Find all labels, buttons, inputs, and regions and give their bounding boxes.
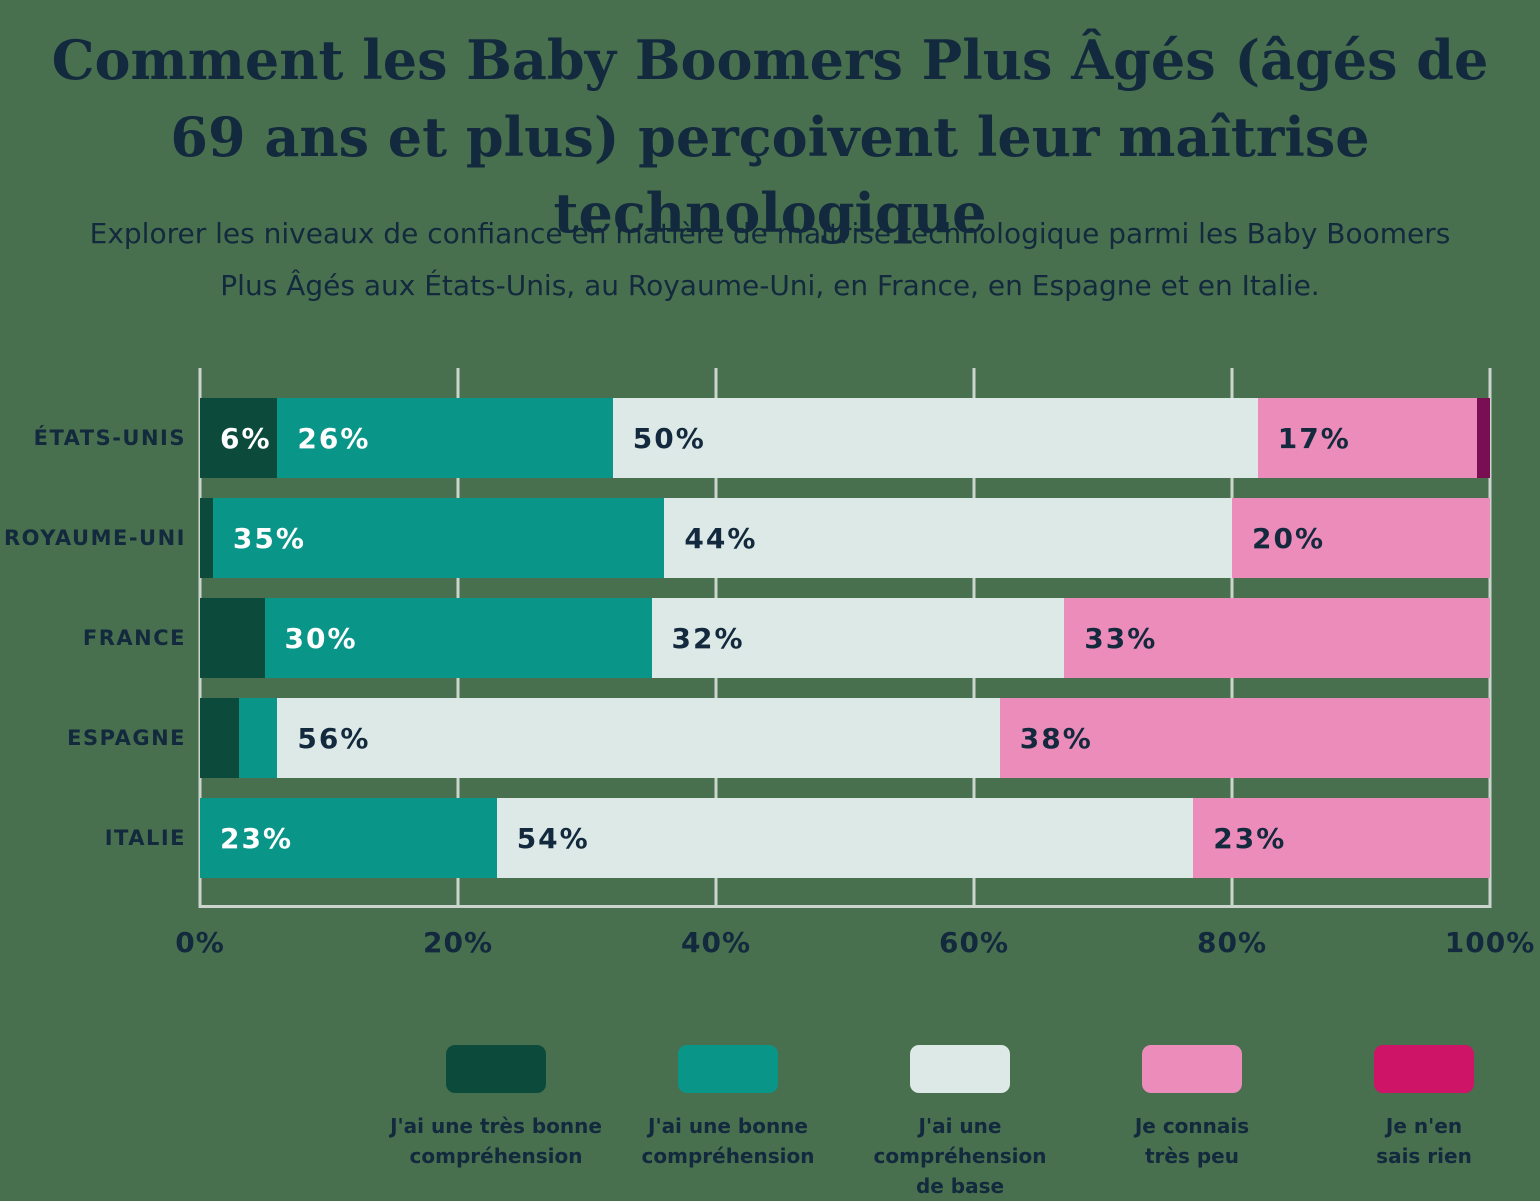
category-label: ROYAUME-UNI (3, 526, 186, 550)
bar-segment: 54% (496, 798, 1194, 878)
bar-segment: 32% (651, 598, 1065, 678)
category-label: ITALIE (104, 826, 186, 850)
bar-segment: 17% (1257, 398, 1478, 478)
bar-row: 56% 38% (200, 698, 1490, 778)
bar-segment: 56% (277, 698, 1000, 778)
bar-segment: 30% (264, 598, 652, 678)
bar-segment (200, 498, 213, 578)
bar-segment: 23% (1193, 798, 1490, 878)
plot-area: 6% 26% 50% 17% 35% 44% 20% 30% 32% 33% 56% 38% 23% 54… (198, 368, 1492, 908)
bar-value-label: 38% (1019, 721, 1093, 755)
bar-segment: 26% (277, 398, 613, 478)
legend-swatch (678, 1045, 778, 1093)
bar-row: 6% 26% 50% 17% (200, 398, 1490, 478)
legend-label: J'ai une compréhension de base (873, 1114, 1047, 1198)
category-label: ÉTATS-UNIS (33, 426, 186, 450)
legend-item: Je connais très peu (1076, 1045, 1308, 1201)
x-tick-label: 20% (422, 926, 494, 959)
x-tick-label: 100% (1444, 926, 1536, 959)
bar-value-label: 33% (1084, 621, 1158, 655)
legend-label: Je connais très peu (1134, 1114, 1250, 1168)
bar-value-label: 23% (220, 821, 294, 855)
bar-value-label: 54% (516, 821, 590, 855)
bar-value-label: 44% (684, 521, 758, 555)
legend-swatch (1374, 1045, 1474, 1093)
bar-segment: 33% (1064, 598, 1490, 678)
legend-item: Je n'en sais rien (1308, 1045, 1540, 1201)
bar-value-label: 17% (1277, 421, 1351, 455)
bar-segment (1477, 398, 1490, 478)
bar-segment: 23% (200, 798, 497, 878)
legend-label: J'ai une bonne compréhension (641, 1114, 815, 1168)
bar-value-label: 6% (220, 421, 272, 455)
legend-swatch (446, 1045, 546, 1093)
category-label: ESPAGNE (67, 726, 186, 750)
bar-segment: 6% (200, 398, 278, 478)
bar-segment: 38% (999, 698, 1490, 778)
bar-segment (200, 598, 265, 678)
legend-label: J'ai une très bonne compréhension (390, 1114, 602, 1168)
bar-value-label: 30% (284, 621, 358, 655)
x-tick-label: 0% (175, 926, 225, 959)
bar-value-label: 23% (1213, 821, 1287, 855)
bar-value-label: 35% (232, 521, 306, 555)
bar-segment (200, 698, 239, 778)
chart-subtitle: Explorer les niveaux de confiance en mat… (89, 217, 1451, 302)
bar-segment (238, 698, 278, 778)
bar-segment: 20% (1231, 498, 1490, 578)
legend-swatch (1142, 1045, 1242, 1093)
legend-item: J'ai une très bonne compréhension (380, 1045, 612, 1201)
bar-value-label: 20% (1251, 521, 1326, 555)
x-axis: 0% 20% 40% 60% 80% 100% (175, 926, 1534, 976)
bar-segment: 35% (212, 498, 665, 578)
bar-row: 35% 44% 20% (200, 498, 1490, 578)
x-tick-label: 80% (1196, 926, 1268, 959)
bar-value-label: 56% (297, 721, 371, 755)
bar-row: 23% 54% 23% (200, 798, 1490, 878)
bar-segment: 44% (664, 498, 1232, 578)
x-tick-label: 40% (680, 926, 752, 959)
gridline (1488, 368, 1492, 908)
bar-value-label: 32% (671, 621, 745, 655)
category-label: FRANCE (82, 626, 186, 650)
chart-title: Comment les Baby Boomers Plus Âgés (âgés… (51, 28, 1489, 246)
x-tick-label: 60% (938, 926, 1010, 959)
legend-item: J'ai une bonne compréhension (612, 1045, 844, 1201)
bar-value-label: 26% (297, 421, 371, 455)
legend-swatch (910, 1045, 1010, 1093)
legend-label: Je n'en sais rien (1376, 1114, 1472, 1168)
bar-value-label: 50% (632, 421, 706, 455)
bar-row: 30% 32% 33% (200, 598, 1490, 678)
bar-segment: 50% (612, 398, 1258, 478)
